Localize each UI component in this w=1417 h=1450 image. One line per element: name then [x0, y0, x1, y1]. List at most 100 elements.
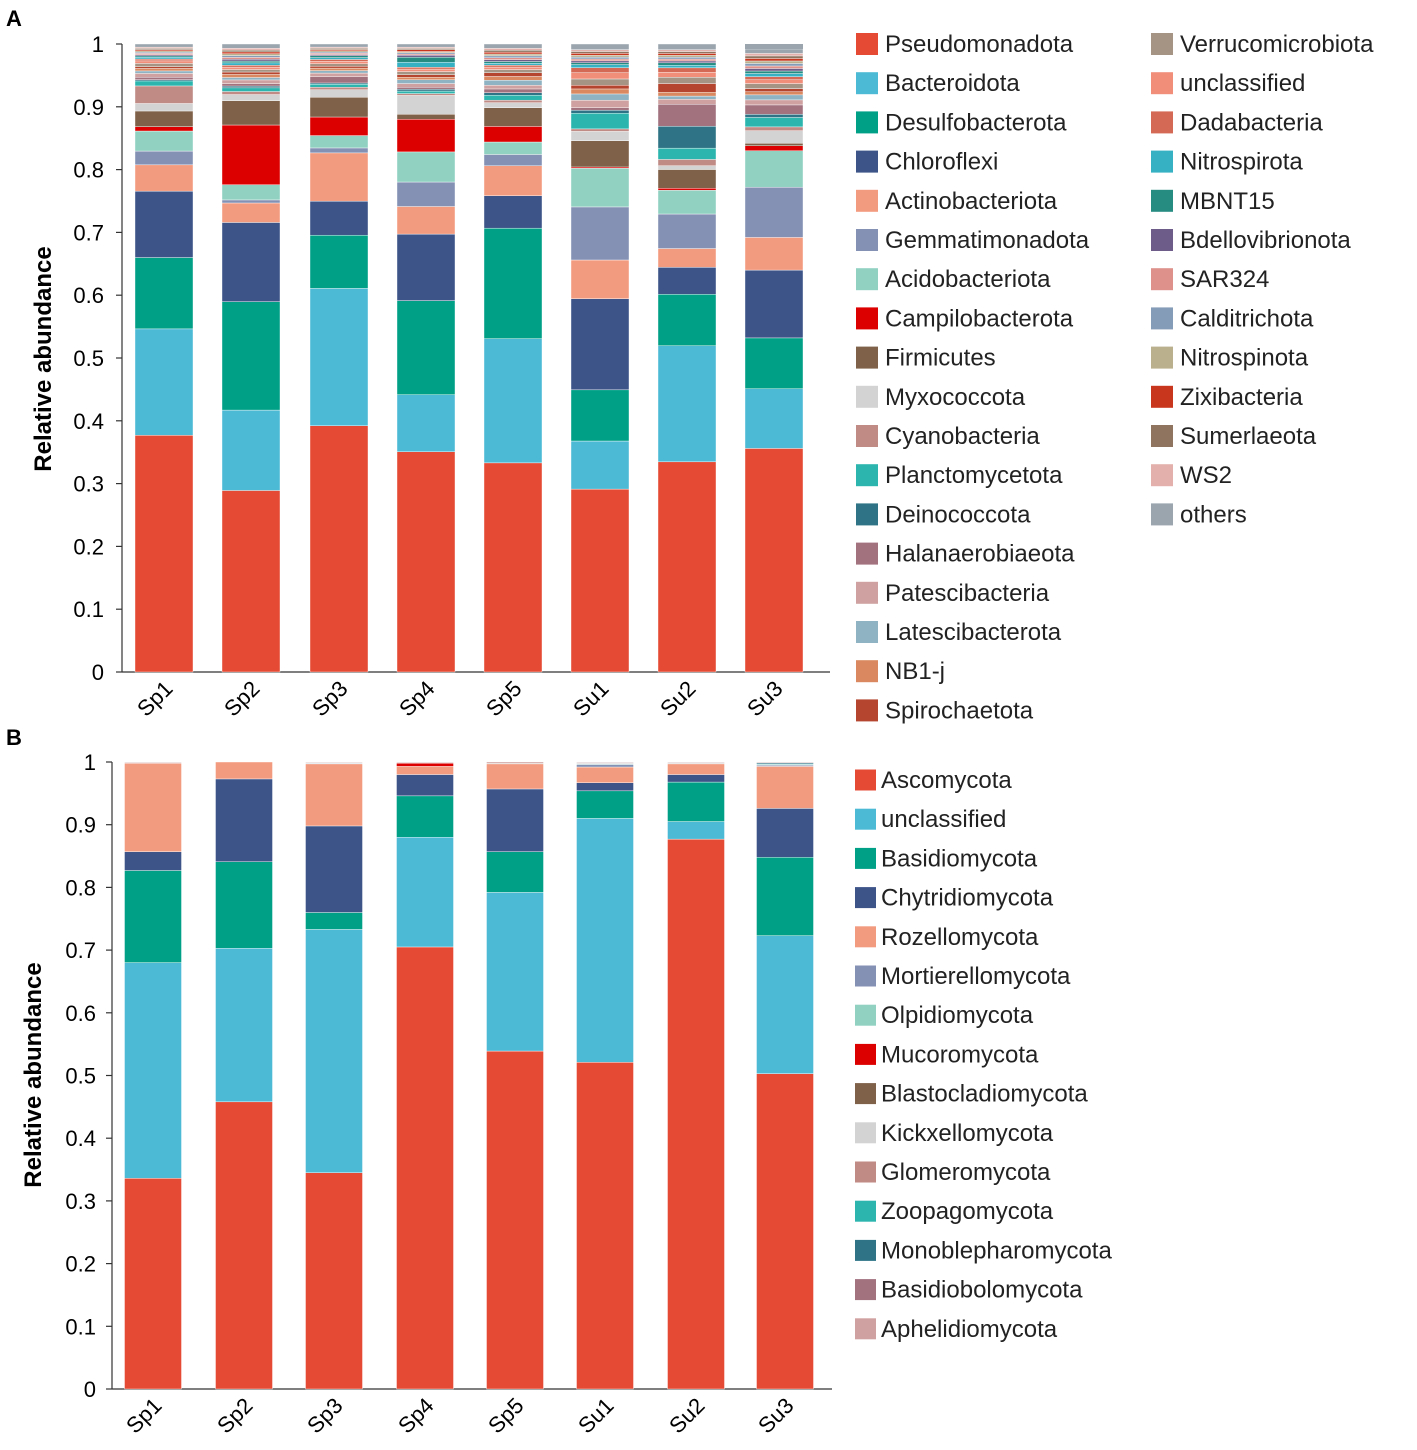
x-tick-label: Sp5 [483, 1393, 528, 1438]
legend-item: Zoopagomycota [855, 1198, 1054, 1225]
legend-swatch [855, 769, 876, 791]
bar-segment [396, 451, 456, 673]
legend-swatch [856, 425, 878, 447]
bar-segment [744, 237, 804, 271]
bar-segment [570, 56, 630, 60]
legend-item: NB1-j [856, 658, 945, 685]
bar-segment [570, 64, 630, 68]
x-tick-label: Su2 [655, 676, 700, 721]
legend-item: Glomeromycota [855, 1159, 1051, 1186]
bar-segment [396, 88, 456, 92]
legend-swatch [855, 1043, 876, 1065]
bar-segment [483, 53, 543, 57]
legend-label: Actinobacteriota [885, 188, 1058, 215]
bar-segment [134, 43, 194, 48]
bar-segment [124, 962, 182, 1179]
bar-segment [576, 1062, 634, 1390]
bar-segment [309, 84, 369, 88]
bar-segment [309, 135, 369, 149]
bar-segment [134, 63, 194, 67]
bar-segment [486, 1050, 544, 1390]
panel-a-y-axis-title: Relative abundance [30, 246, 57, 471]
bar-segment [309, 43, 369, 48]
legend-swatch [855, 1004, 876, 1026]
legend-label: Kickxellomycota [881, 1120, 1054, 1147]
bar-segment [221, 71, 281, 75]
bar-segment [744, 63, 804, 67]
bar-segment [744, 143, 804, 146]
legend-swatch [855, 1161, 876, 1183]
bar-segment [570, 131, 630, 141]
bar-segment [657, 56, 717, 60]
bar-stack-su2 [657, 43, 717, 673]
legend-item: Desulfobacterota [856, 109, 1067, 136]
y-tick-label: 0.1 [65, 1314, 96, 1339]
legend-item: others [1151, 501, 1247, 528]
legend-item: Nitrospinota [1151, 345, 1309, 372]
legend-item: Sumerlaeota [1151, 423, 1317, 450]
panel-a: A Relative abundance 0 0.1 0.2 0.3 0.4 0.5 0.6… [6, 6, 1374, 724]
legend-swatch [855, 1200, 876, 1222]
legend-label: Olpidiomycota [881, 1002, 1034, 1029]
legend-label: MBNT15 [1180, 188, 1275, 215]
bar-segment [396, 761, 454, 763]
bar-segment [744, 114, 804, 118]
legend-item: Actinobacteriota [856, 188, 1058, 215]
legend-swatch [1151, 72, 1173, 95]
x-tick-label: Sp1 [132, 676, 177, 721]
legend-label: unclassified [881, 806, 1006, 833]
bar-segment [483, 92, 543, 96]
legend-swatch [1151, 33, 1173, 55]
bar-segment [744, 94, 804, 101]
bar-segment [396, 837, 454, 948]
bar-segment [396, 67, 456, 70]
legend-label: Mucoromycota [881, 1041, 1039, 1068]
panel-a-x-ticks: Sp1 Sp2 Sp3 Sp4 Sp5 Su1 Su2 Su3 [132, 676, 787, 721]
bar-segment [667, 763, 725, 775]
bar-segment [483, 69, 543, 73]
legend-item: Olpidiomycota [855, 1002, 1034, 1029]
legend-item: Latescibacterota [856, 619, 1062, 646]
legend-item: Firmicutes [856, 345, 996, 372]
legend-item: Basidiobolomycota [855, 1277, 1083, 1304]
bar-segment [483, 59, 543, 62]
bar-segment [570, 78, 630, 86]
bar-segment [570, 140, 630, 168]
legend-item: Aphelidiomycota [855, 1316, 1058, 1343]
y-tick-label: 0.9 [65, 813, 96, 838]
bar-segment [744, 88, 804, 92]
bar-segment [483, 85, 543, 90]
bar-segment [124, 763, 182, 852]
bar-segment [309, 67, 369, 71]
bar-segment [483, 57, 543, 60]
bar-segment [309, 89, 369, 98]
panel-a-y-ticks: 0 0.1 0.2 0.3 0.4 0.5 0.6 0.7 0.8 0.9 1 [73, 32, 122, 685]
bar-segment [657, 189, 717, 215]
bar-segment [657, 147, 717, 160]
bar-segment [309, 147, 369, 154]
legend-swatch [856, 581, 878, 604]
bar-segment [570, 53, 630, 56]
bar-segment [396, 68, 456, 72]
legend-label: Aphelidiomycota [881, 1316, 1058, 1343]
bar-segment [744, 388, 804, 449]
bar-segment [570, 109, 630, 114]
bar-segment [221, 69, 281, 73]
bar-segment [134, 80, 194, 87]
panel-b-letter: B [6, 725, 22, 750]
bar-segment [124, 761, 182, 763]
legend-swatch [856, 346, 878, 369]
bar-segment [744, 150, 804, 188]
bar-segment [221, 65, 281, 68]
legend-swatch [856, 503, 878, 526]
bar-segment [657, 60, 717, 64]
bar-segment [215, 778, 273, 862]
bar-segment [215, 861, 273, 949]
legend-item: Chytridiomycota [855, 885, 1054, 912]
legend-item: Pseudomonadota [856, 31, 1074, 58]
panel-a-letter: A [6, 6, 22, 31]
bar-segment [744, 337, 804, 389]
bar-segment [486, 892, 544, 1052]
bar-segment [305, 761, 363, 763]
bar-segment [309, 425, 369, 673]
